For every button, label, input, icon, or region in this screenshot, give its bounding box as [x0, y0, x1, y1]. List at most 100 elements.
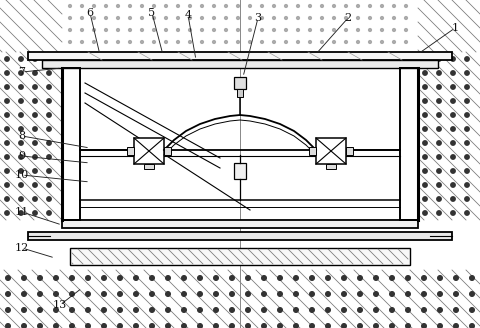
Circle shape: [237, 17, 240, 19]
Circle shape: [405, 17, 408, 19]
Circle shape: [358, 324, 362, 328]
Bar: [346, 147, 353, 155]
Circle shape: [5, 57, 9, 61]
Circle shape: [5, 141, 9, 145]
Circle shape: [165, 17, 168, 19]
Circle shape: [189, 41, 192, 43]
Circle shape: [423, 155, 427, 159]
Circle shape: [309, 5, 312, 8]
Circle shape: [437, 57, 441, 61]
Circle shape: [189, 29, 192, 31]
Circle shape: [153, 41, 156, 43]
Circle shape: [278, 308, 282, 312]
Circle shape: [465, 155, 469, 159]
Circle shape: [166, 292, 170, 296]
Circle shape: [451, 127, 455, 131]
Text: 4: 4: [184, 10, 192, 20]
Text: 2: 2: [345, 13, 351, 23]
Circle shape: [437, 113, 441, 117]
Circle shape: [225, 41, 228, 43]
Circle shape: [198, 324, 202, 328]
Circle shape: [214, 276, 218, 280]
Circle shape: [47, 211, 51, 215]
Circle shape: [134, 324, 138, 328]
Circle shape: [150, 308, 154, 312]
Circle shape: [406, 308, 410, 312]
Circle shape: [5, 127, 9, 131]
Circle shape: [93, 17, 96, 19]
Circle shape: [278, 292, 282, 296]
Circle shape: [423, 113, 427, 117]
Circle shape: [182, 324, 186, 328]
Circle shape: [423, 127, 427, 131]
Circle shape: [214, 324, 218, 328]
Circle shape: [69, 29, 72, 31]
Circle shape: [47, 71, 51, 75]
Circle shape: [150, 276, 154, 280]
Circle shape: [451, 71, 455, 75]
Circle shape: [310, 308, 314, 312]
Circle shape: [326, 292, 330, 296]
Bar: [134, 138, 164, 164]
Circle shape: [117, 41, 120, 43]
Circle shape: [201, 41, 204, 43]
Circle shape: [213, 29, 216, 31]
Circle shape: [262, 276, 266, 280]
Circle shape: [465, 127, 469, 131]
Circle shape: [134, 292, 138, 296]
Circle shape: [422, 292, 426, 296]
Circle shape: [437, 85, 441, 89]
Circle shape: [214, 308, 218, 312]
Circle shape: [5, 169, 9, 173]
Circle shape: [5, 85, 9, 89]
Circle shape: [246, 276, 250, 280]
Circle shape: [451, 197, 455, 201]
Circle shape: [273, 41, 276, 43]
Circle shape: [93, 5, 96, 8]
Circle shape: [33, 57, 37, 61]
Circle shape: [309, 17, 312, 19]
Circle shape: [333, 17, 336, 19]
Circle shape: [406, 276, 410, 280]
Circle shape: [54, 324, 58, 328]
Circle shape: [134, 308, 138, 312]
Circle shape: [5, 211, 9, 215]
Bar: [62, 220, 418, 228]
Circle shape: [273, 17, 276, 19]
Circle shape: [153, 5, 156, 8]
Circle shape: [19, 183, 23, 187]
Circle shape: [297, 41, 300, 43]
Circle shape: [451, 211, 455, 215]
Circle shape: [423, 169, 427, 173]
Circle shape: [246, 308, 250, 312]
Text: 7: 7: [19, 67, 25, 77]
Circle shape: [437, 141, 441, 145]
Circle shape: [6, 324, 10, 328]
Circle shape: [165, 29, 168, 31]
Circle shape: [262, 308, 266, 312]
Circle shape: [6, 276, 10, 280]
Circle shape: [465, 141, 469, 145]
Circle shape: [213, 41, 216, 43]
Circle shape: [309, 41, 312, 43]
Bar: [127, 147, 134, 155]
Circle shape: [166, 324, 170, 328]
Circle shape: [393, 41, 396, 43]
Circle shape: [69, 41, 72, 43]
Circle shape: [189, 5, 192, 8]
Circle shape: [451, 85, 455, 89]
Circle shape: [182, 308, 186, 312]
Circle shape: [423, 71, 427, 75]
Text: 3: 3: [254, 13, 262, 23]
Circle shape: [70, 292, 74, 296]
Circle shape: [134, 276, 138, 280]
Circle shape: [201, 29, 204, 31]
Circle shape: [33, 71, 37, 75]
Circle shape: [278, 324, 282, 328]
Circle shape: [422, 276, 426, 280]
Circle shape: [19, 99, 23, 103]
Text: 1: 1: [451, 23, 458, 33]
Circle shape: [357, 29, 360, 31]
Circle shape: [33, 197, 37, 201]
Circle shape: [262, 292, 266, 296]
